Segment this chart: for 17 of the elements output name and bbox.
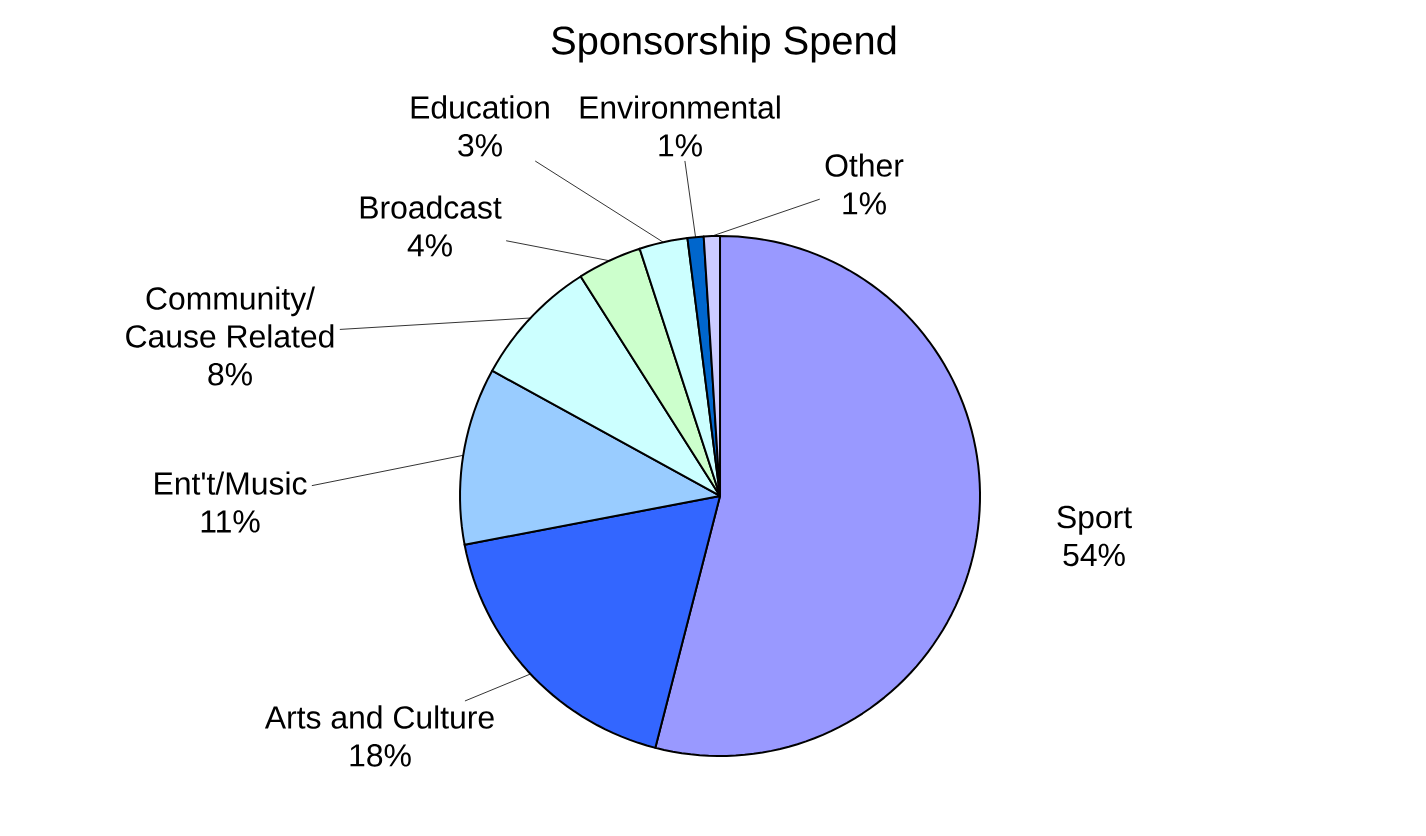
data-label: 8%	[208, 362, 252, 386]
data-label: 4%	[407, 234, 452, 257]
slice-label: Community/ Cause Related	[126, 286, 334, 348]
data-label: 54%	[1063, 543, 1125, 567]
slice-label: Sport	[1057, 505, 1132, 535]
slice-label: Arts and Culture	[264, 705, 494, 729]
data-label: 18%	[350, 744, 411, 767]
slice-label: Environmental	[580, 95, 780, 119]
chart-title: Sponsorship Spend	[551, 25, 896, 63]
data-label: 1%	[659, 134, 702, 157]
slice-label: Broadcast	[360, 195, 502, 219]
slice-label: Ent't/Music	[155, 471, 307, 495]
data-label: 11%	[201, 510, 260, 533]
data-label: 3%	[458, 134, 502, 157]
data-label: 1%	[843, 192, 886, 215]
slice-label: Other	[825, 153, 904, 177]
slice-label: Education	[411, 95, 549, 119]
